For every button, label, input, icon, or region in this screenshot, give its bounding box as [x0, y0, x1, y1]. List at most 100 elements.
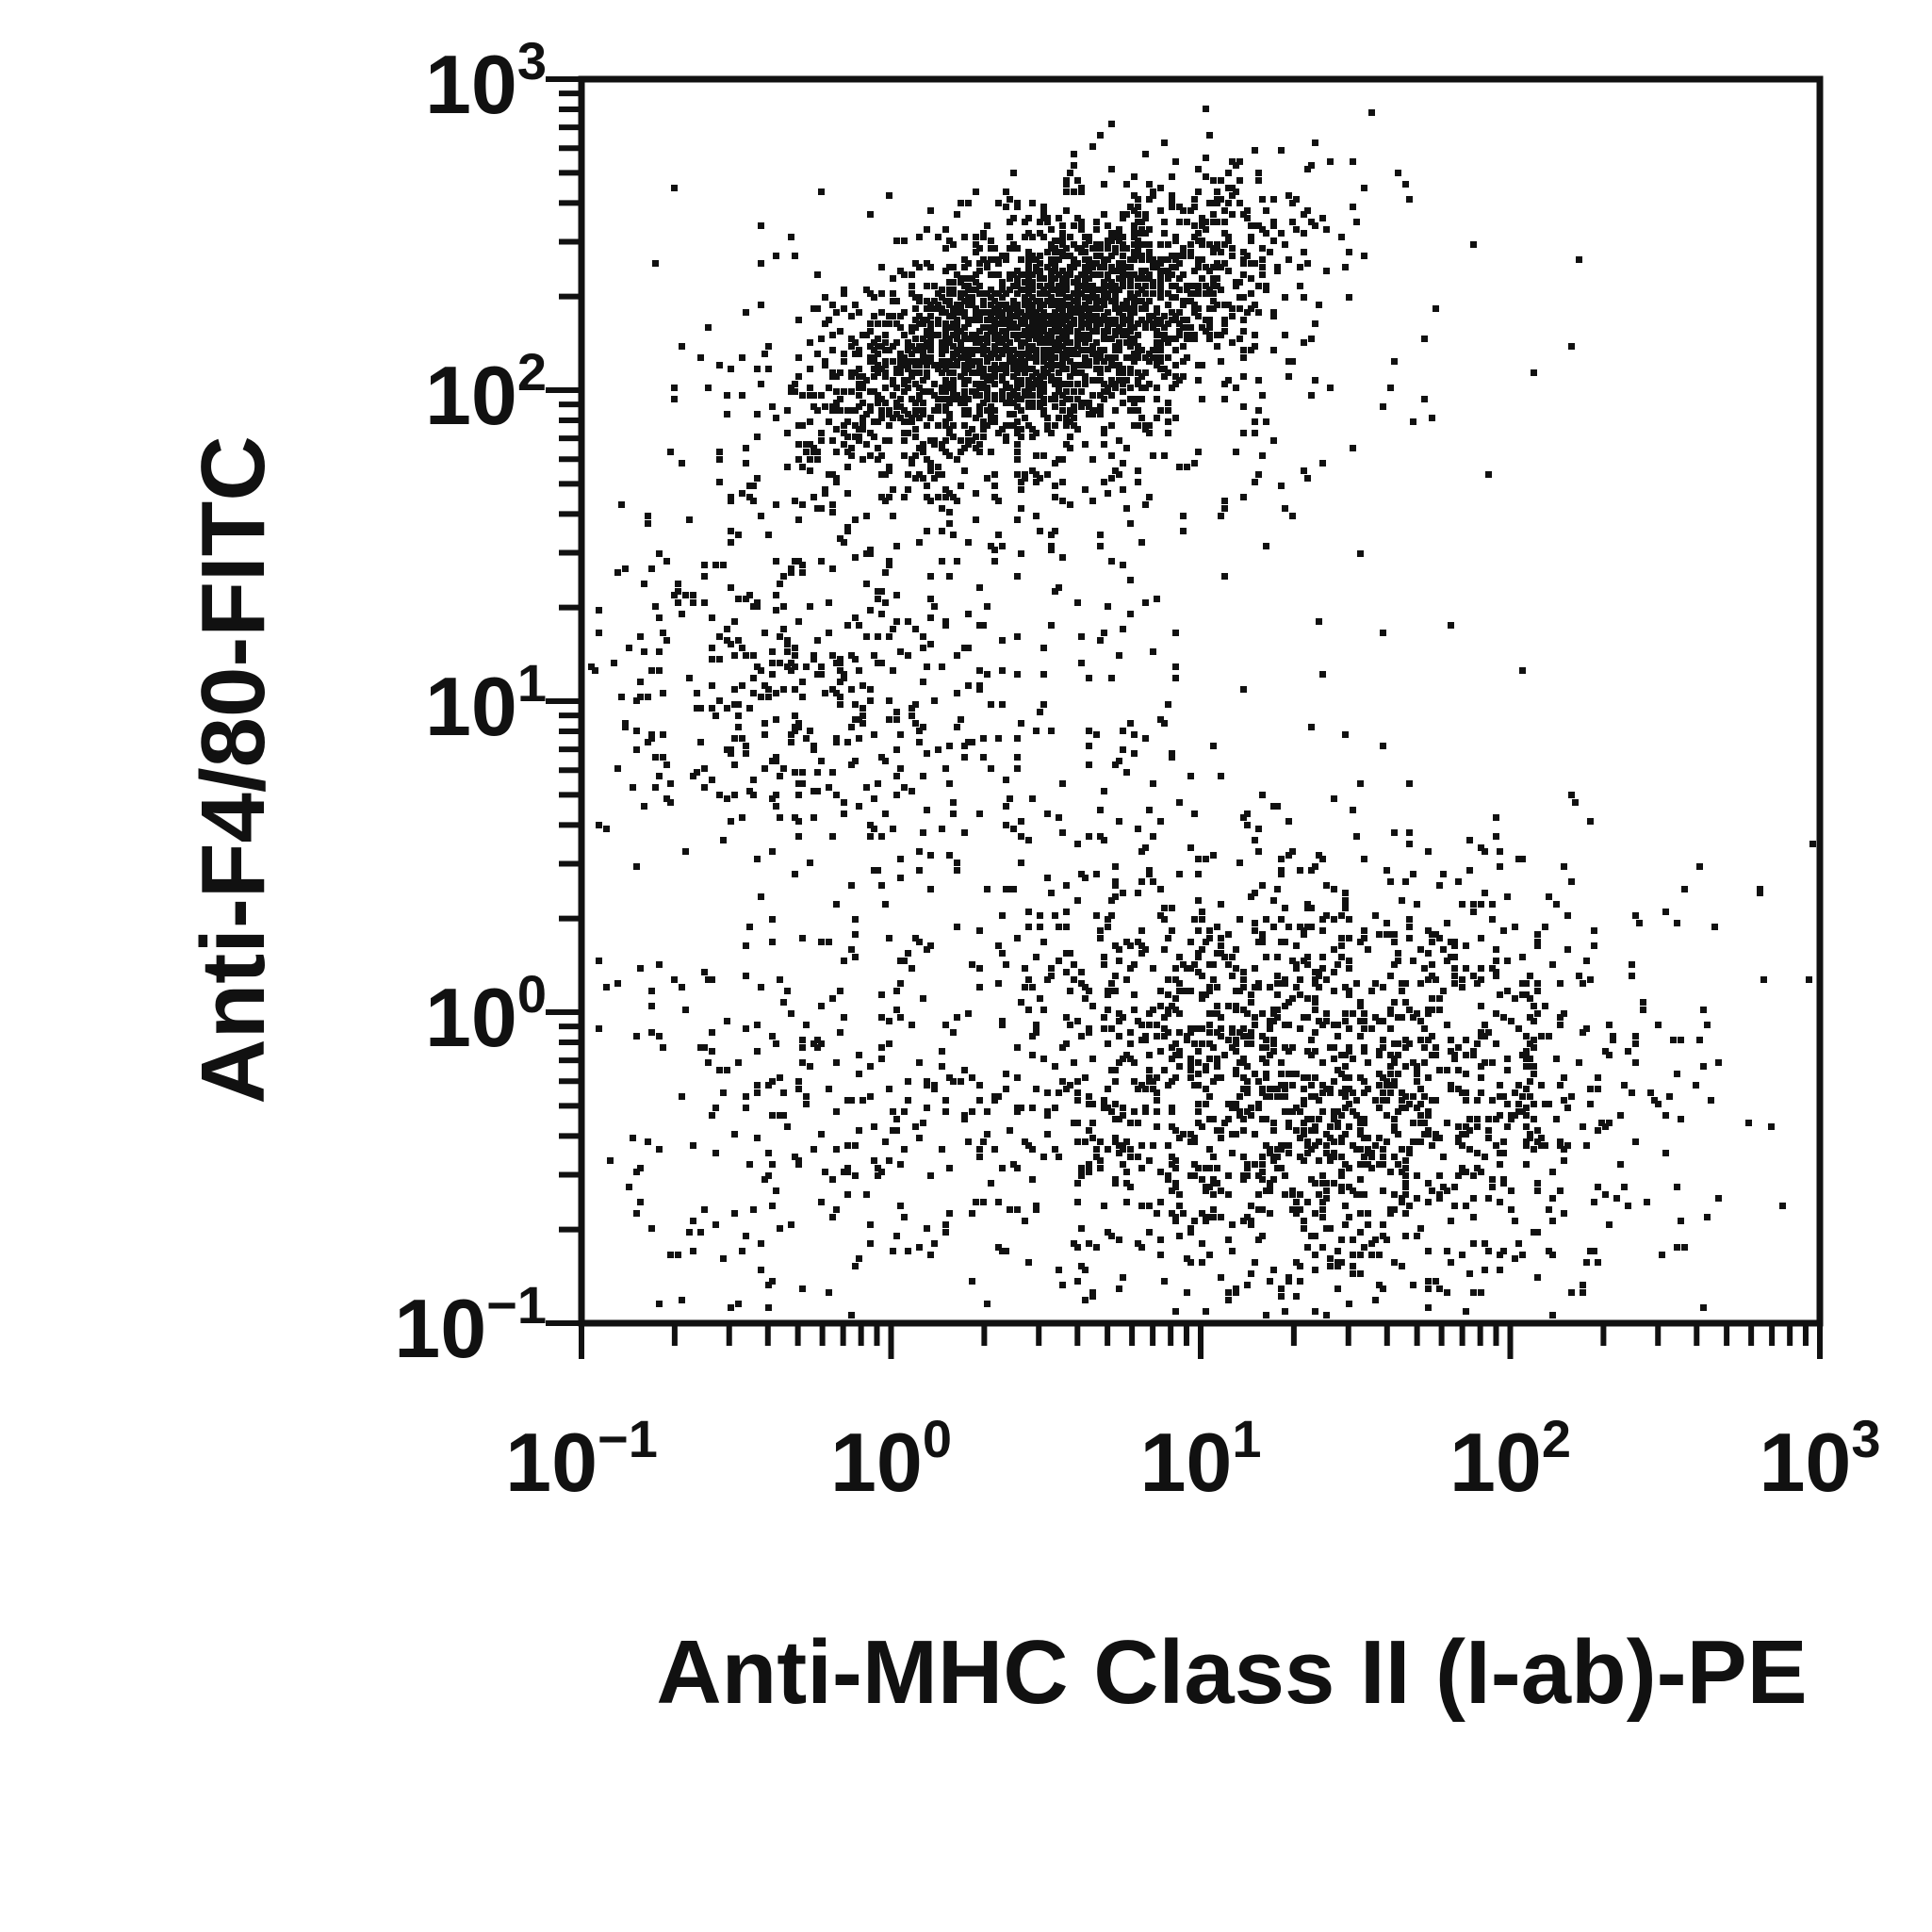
data-point: [1199, 1025, 1205, 1032]
data-point: [1285, 1071, 1292, 1077]
data-point: [1391, 1127, 1398, 1134]
data-point: [1105, 603, 1111, 610]
data-point: [1105, 241, 1111, 248]
data-point: [1056, 302, 1062, 308]
data-point: [630, 1135, 636, 1141]
data-point: [1040, 328, 1047, 335]
data-point: [856, 426, 862, 433]
data-point: [1316, 969, 1322, 975]
data-point: [1105, 385, 1111, 391]
data-point: [1029, 279, 1036, 286]
data-point: [1029, 400, 1036, 406]
data-point: [1515, 1240, 1522, 1247]
data-point: [1304, 1138, 1311, 1145]
data-point: [1176, 287, 1183, 293]
data-point: [1154, 317, 1160, 323]
data-point: [1244, 1172, 1251, 1179]
data-point: [1108, 1233, 1115, 1239]
data-point: [1203, 1165, 1209, 1171]
data-point: [1240, 354, 1247, 361]
data-point: [754, 1022, 761, 1028]
data-point: [724, 637, 730, 644]
data-point: [1425, 976, 1432, 983]
data-point: [965, 411, 972, 418]
data-point: [1074, 897, 1081, 904]
data-point: [841, 305, 847, 312]
data-point: [769, 648, 776, 655]
data-point: [1010, 358, 1017, 365]
data-point: [1244, 1089, 1251, 1096]
data-point: [1044, 976, 1051, 983]
data-point: [1248, 222, 1254, 229]
data-point: [1644, 1199, 1650, 1205]
data-point: [1169, 204, 1175, 210]
data-point: [1089, 313, 1096, 319]
data-point: [1199, 995, 1205, 1002]
data-point: [973, 490, 979, 497]
data-point: [1150, 452, 1156, 459]
data-point: [773, 607, 779, 614]
data-point: [897, 358, 904, 365]
data-point: [950, 354, 957, 361]
data-point: [799, 679, 806, 685]
data-point: [1357, 1018, 1364, 1024]
data-point: [958, 279, 964, 286]
data-point: [686, 516, 693, 523]
data-point: [826, 385, 832, 391]
data-point: [946, 264, 953, 270]
data-point: [1470, 973, 1477, 979]
data-point: [939, 358, 945, 365]
data-point: [973, 332, 979, 338]
data-point: [863, 513, 870, 519]
data-point: [1089, 456, 1096, 463]
data-point: [1052, 343, 1058, 350]
data-point: [1248, 305, 1254, 312]
data-point: [1229, 1101, 1236, 1107]
data-point: [1093, 294, 1100, 301]
data-point: [1384, 1236, 1390, 1243]
data-point: [1319, 1214, 1326, 1220]
data-point: [942, 1022, 949, 1028]
data-point: [1451, 954, 1458, 960]
data-point: [1176, 464, 1183, 470]
data-point: [1101, 302, 1107, 308]
data-point: [1108, 279, 1115, 286]
data-point: [939, 528, 945, 534]
data-point: [856, 309, 862, 316]
data-point: [1632, 912, 1639, 919]
data-point: [909, 965, 915, 972]
data-point: [924, 422, 930, 429]
data-point: [1485, 1248, 1492, 1254]
data-point: [1120, 332, 1126, 338]
data-point: [946, 1210, 953, 1217]
data-point: [1301, 294, 1307, 301]
data-point: [1214, 1010, 1220, 1017]
data-point: [901, 388, 908, 395]
data-point: [1165, 339, 1171, 346]
data-point: [1610, 1037, 1616, 1043]
data-point: [1052, 392, 1058, 399]
data-point: [1466, 837, 1473, 843]
data-point: [1357, 999, 1364, 1006]
data-point: [1357, 1191, 1364, 1198]
data-point: [927, 942, 934, 949]
data-point: [1157, 283, 1164, 289]
data-point: [886, 494, 892, 500]
data-point: [901, 358, 908, 365]
data-point: [1120, 234, 1126, 240]
data-point: [1146, 313, 1153, 319]
data-point: [890, 381, 896, 387]
data-point: [897, 1014, 904, 1021]
data-point: [1293, 961, 1300, 968]
data-point: [961, 422, 968, 429]
data-point: [1289, 1108, 1296, 1115]
data-point: [1504, 988, 1511, 994]
data-point: [701, 1044, 708, 1051]
data-point: [724, 1067, 730, 1073]
data-point: [1010, 388, 1017, 395]
data-point: [1429, 1187, 1435, 1194]
data-point: [1037, 392, 1043, 399]
data-point: [1546, 893, 1552, 900]
data-point: [1700, 1007, 1707, 1013]
data-point: [1301, 1218, 1307, 1224]
